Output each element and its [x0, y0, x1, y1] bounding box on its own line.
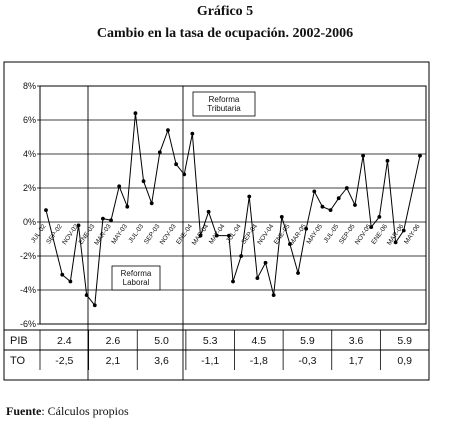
data-point: [296, 271, 300, 275]
table-cell: 4.5: [252, 335, 267, 347]
data-point: [336, 196, 341, 201]
y-tick-label: -6%: [20, 319, 36, 329]
data-point: [101, 216, 105, 221]
data-point: [320, 204, 325, 209]
data-point: [304, 226, 309, 231]
data-point: [255, 276, 260, 280]
source-label: Fuente: [6, 404, 42, 418]
table-cell: 2.4: [57, 335, 72, 347]
table-row-label: PIB: [10, 335, 28, 347]
data-point: [353, 203, 357, 207]
data-point: [198, 233, 203, 238]
data-point: [247, 194, 252, 199]
y-tick-label: 4%: [23, 149, 36, 159]
figure-title: Gráfico 5: [196, 4, 254, 19]
data-point: [157, 150, 162, 155]
table-cell: 3.6: [349, 335, 364, 347]
table-cell: 5.3: [203, 335, 218, 347]
table-cell: 2.6: [106, 335, 121, 347]
y-tick-label: -2%: [20, 251, 36, 261]
table-row-label: TO: [10, 355, 26, 367]
table-cell: 5.9: [300, 335, 315, 347]
data-point: [288, 242, 292, 247]
data-point: [149, 201, 154, 206]
x-tick-label: MAY-06: [403, 223, 422, 246]
data-point: [166, 128, 170, 133]
table-cell: 5.0: [154, 335, 169, 347]
table-cell: 0,9: [397, 355, 412, 367]
data-point: [76, 223, 81, 228]
annotation-tributaria-line2: Tributaria: [207, 104, 241, 113]
plot-frame: [39, 85, 427, 325]
y-tick-label: -4%: [20, 285, 36, 295]
x-axis-ticks: JUL-02SEP-02NOV-02ENE-03MAR-03MAY-03JUL-…: [30, 223, 422, 247]
table-cell: -1,8: [250, 355, 268, 367]
data-point: [141, 179, 146, 184]
data-point: [92, 303, 97, 308]
annotation-tributaria-line1: Reforma: [209, 95, 240, 104]
period-separators: [87, 86, 184, 380]
data-point: [109, 218, 113, 223]
series-line: [44, 111, 422, 308]
annotation-reforma-tributaria: Reforma Tributaria: [192, 91, 256, 117]
data-point: [279, 215, 284, 219]
data-point: [369, 225, 374, 230]
data-point: [174, 162, 178, 167]
data-point: [312, 189, 317, 194]
annotation-laboral-line1: Reforma: [121, 269, 152, 278]
x-tick-label: MAR-03: [93, 223, 113, 247]
data-point: [385, 158, 390, 163]
data-point: [401, 228, 406, 233]
source-note: Fuente: Cálculos propios: [6, 404, 129, 419]
data-point: [44, 208, 48, 213]
data-point: [190, 131, 195, 136]
x-tick-label: MAY-03: [110, 223, 129, 246]
table-cell: 5.9: [397, 335, 412, 347]
y-tick-label: 2%: [23, 183, 36, 193]
data-table: PIB 2.4 2.6 5.0 5.3 4.5 5.9 3.6 5.9 TO -2,5 2,1 3,6 -…: [4, 329, 430, 370]
source-text: : Cálculos propios: [41, 404, 129, 418]
data-point: [60, 272, 65, 277]
data-point: [263, 260, 268, 265]
data-point: [117, 184, 122, 189]
data-point: [377, 215, 382, 219]
data-point: [227, 233, 231, 238]
y-tick-label: 6%: [23, 115, 36, 125]
figure-subtitle: Cambio en la tasa de ocupación. 2002-200…: [96, 26, 354, 41]
y-axis-ticks: 8% 6% 4% 2% 0% -2% -4% -6%: [20, 81, 40, 329]
data-point: [231, 279, 235, 284]
data-point: [84, 293, 89, 297]
data-point: [214, 233, 219, 238]
x-tick-label: MAY-05: [305, 223, 324, 246]
annotation-laboral-line2: Laboral: [123, 278, 150, 287]
table-cell: 3,6: [154, 355, 169, 367]
chart-frame: [3, 61, 430, 381]
y-tick-label: 0%: [23, 217, 36, 227]
table-cell: -0,3: [298, 355, 316, 367]
data-point: [206, 209, 211, 214]
data-point: [182, 172, 187, 177]
gridlines: [40, 119, 426, 291]
data-point: [393, 240, 398, 245]
data-point: [328, 208, 333, 213]
data-point: [344, 186, 349, 190]
table-cell: -1,1: [201, 355, 219, 367]
table-cell: -2,5: [55, 355, 73, 367]
data-point: [271, 293, 276, 297]
data-point: [133, 111, 138, 116]
annotation-reforma-laboral: Reforma Laboral: [111, 265, 161, 291]
data-point: [418, 153, 422, 158]
data-point: [361, 153, 365, 158]
table-cell: 2,1: [106, 355, 121, 367]
data-point: [125, 204, 130, 209]
series-path: [45, 113, 421, 307]
data-point: [68, 279, 73, 284]
data-point: [239, 254, 244, 258]
line-chart: 8% 6% 4% 2% 0% -2% -4% -6% JUL-02SEP-02NOV-02EN…: [3, 61, 430, 381]
y-tick-label: 8%: [23, 81, 36, 91]
table-cell: 1,7: [349, 355, 364, 367]
